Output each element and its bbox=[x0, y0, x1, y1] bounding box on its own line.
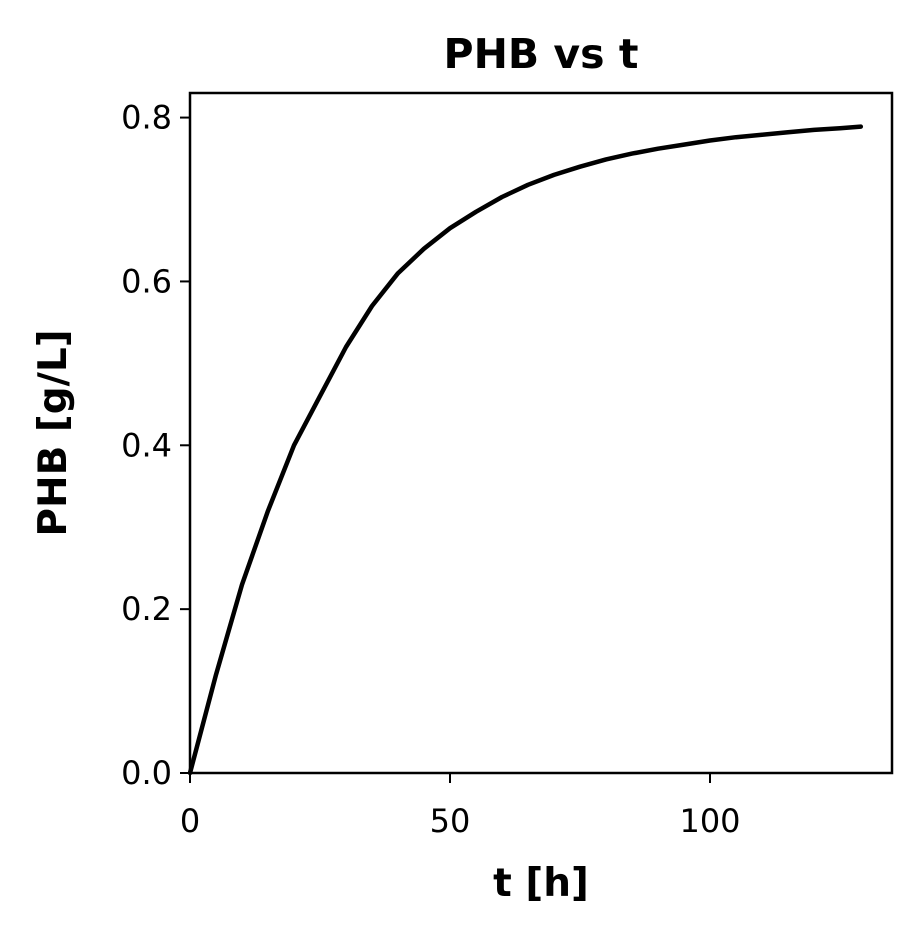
x-tick-label: 0 bbox=[180, 802, 200, 840]
chart-title: PHB vs t bbox=[444, 30, 639, 78]
y-tick-label: 0.2 bbox=[121, 590, 172, 628]
x-axis-label: t [h] bbox=[493, 861, 589, 906]
y-tick-label: 0.4 bbox=[121, 426, 172, 464]
y-tick-label: 0.6 bbox=[121, 262, 172, 300]
y-tick-label: 0.0 bbox=[121, 754, 172, 792]
y-axis-ticks: 0.0 0.2 0.4 0.6 0.8 bbox=[121, 99, 190, 792]
series-layer bbox=[187, 124, 864, 776]
plot-frame bbox=[188, 91, 894, 775]
y-axis-label: PHB [g/L] bbox=[31, 329, 76, 536]
phb-series-line bbox=[187, 124, 864, 776]
y-tick-label: 0.8 bbox=[121, 99, 172, 137]
x-tick-label: 100 bbox=[679, 802, 740, 840]
x-axis-ticks: 0 50 100 bbox=[180, 773, 741, 840]
x-tick-label: 50 bbox=[430, 802, 471, 840]
